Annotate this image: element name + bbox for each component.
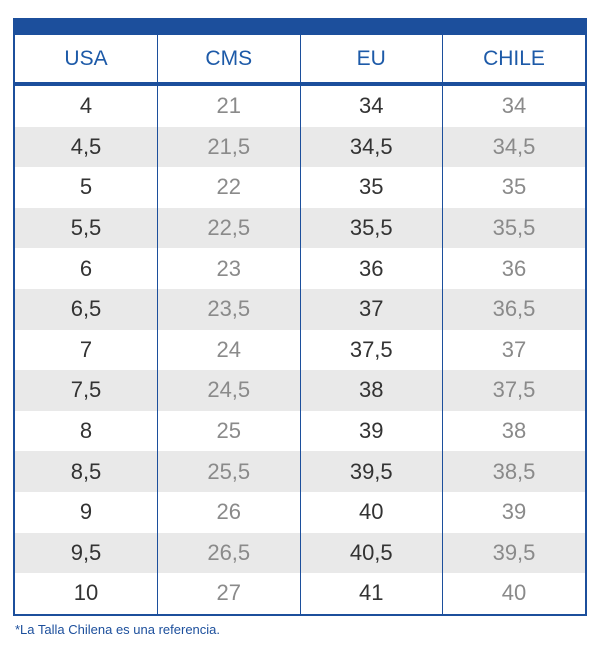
size-row: 5 22 35 35 <box>15 167 585 208</box>
size-cell: 36 <box>442 248 585 289</box>
size-cell: 6,5 <box>15 288 158 330</box>
size-row: 4,5 21,5 34,5 34,5 <box>15 126 585 168</box>
size-cell: 36,5 <box>442 288 585 330</box>
size-table-frame: USA CMS EU CHILE 4 21 34 34 4,5 21,5 34,5 34,5 5 22 3… <box>13 18 587 616</box>
table-body: 4 21 34 34 4,5 21,5 34,5 34,5 5 22 35 35 5,5 22,5 35,5… <box>15 84 585 614</box>
size-cell: 35 <box>442 167 585 208</box>
size-cell: 10 <box>73 580 99 606</box>
size-cell: 23 <box>157 248 300 289</box>
size-cell: 8 <box>79 418 93 444</box>
size-cell: 5,5 <box>15 207 158 249</box>
size-row: 10 27 41 40 <box>15 573 585 614</box>
size-row: 8,5 25,5 39,5 38,5 <box>15 451 585 492</box>
size-row: 6,5 23,5 37 36,5 <box>15 288 585 330</box>
size-row: 7 24 37,5 37 <box>15 329 585 371</box>
size-cell: 8,5 <box>15 451 158 492</box>
size-cell: 38 <box>299 370 443 411</box>
size-cell: 22,5 <box>157 207 300 249</box>
size-cell: 9 <box>79 499 93 525</box>
size-cell: 27 <box>157 573 300 614</box>
footnote: *La Talla Chilena es una referencia. <box>15 622 221 637</box>
size-cell: 24 <box>157 329 300 371</box>
size-cell: 6 <box>79 255 93 281</box>
size-cell: 7,5 <box>15 370 158 411</box>
column-header: EU <box>299 35 443 86</box>
size-cell: 40,5 <box>299 532 443 574</box>
size-row: 8 25 39 38 <box>15 410 585 452</box>
size-cell: 37,5 <box>442 370 585 411</box>
size-cell: 38 <box>442 410 585 452</box>
size-row: 6 23 36 36 <box>15 248 585 289</box>
size-cell: 25 <box>157 410 300 452</box>
size-cell: 38,5 <box>442 451 585 492</box>
size-row: 4 21 34 34 <box>15 84 585 127</box>
size-table: USA CMS EU CHILE 4 21 34 34 4,5 21,5 34,5 34,5 5 22 3… <box>15 35 585 614</box>
size-cell: 23,5 <box>157 288 300 330</box>
size-cell: 37,5 <box>299 329 443 371</box>
size-cell: 26 <box>157 491 300 533</box>
header-row: USA CMS EU CHILE <box>15 35 585 86</box>
size-row: 9,5 26,5 40,5 39,5 <box>15 532 585 574</box>
size-cell: 37 <box>442 329 585 371</box>
table-header: USA CMS EU CHILE <box>15 35 585 86</box>
column-header: CMS <box>157 35 300 86</box>
size-cell: 40 <box>299 491 443 533</box>
column-header: USA <box>15 35 158 86</box>
size-cell: 39 <box>299 410 443 452</box>
size-cell: 34 <box>442 84 585 127</box>
size-row: 5,5 22,5 35,5 35,5 <box>15 207 585 249</box>
size-cell: 34,5 <box>442 126 585 168</box>
size-cell: 7 <box>79 336 93 362</box>
size-cell: 39,5 <box>299 451 443 492</box>
size-cell: 21 <box>157 84 300 127</box>
size-cell: 26,5 <box>157 532 300 574</box>
column-header: CHILE <box>442 35 585 86</box>
size-cell: 22 <box>157 167 300 208</box>
size-cell: 41 <box>299 573 443 614</box>
size-cell: 4,5 <box>15 126 158 168</box>
size-cell: 4 <box>79 93 93 119</box>
size-cell: 34,5 <box>299 126 443 168</box>
size-cell: 37 <box>299 288 443 330</box>
size-cell: 34 <box>299 84 443 127</box>
size-cell: 39,5 <box>442 532 585 574</box>
size-cell: 5 <box>79 174 93 200</box>
size-cell: 36 <box>299 248 443 289</box>
size-cell: 35,5 <box>299 207 443 249</box>
size-row: 9 26 40 39 <box>15 491 585 533</box>
size-cell: 35,5 <box>442 207 585 249</box>
size-cell: 24,5 <box>157 370 300 411</box>
size-cell: 40 <box>442 573 585 614</box>
size-cell: 39 <box>442 491 585 533</box>
size-cell: 21,5 <box>157 126 300 168</box>
size-cell: 25,5 <box>157 451 300 492</box>
size-cell: 35 <box>299 167 443 208</box>
size-row: 7,5 24,5 38 37,5 <box>15 370 585 411</box>
size-cell: 9,5 <box>15 532 158 574</box>
